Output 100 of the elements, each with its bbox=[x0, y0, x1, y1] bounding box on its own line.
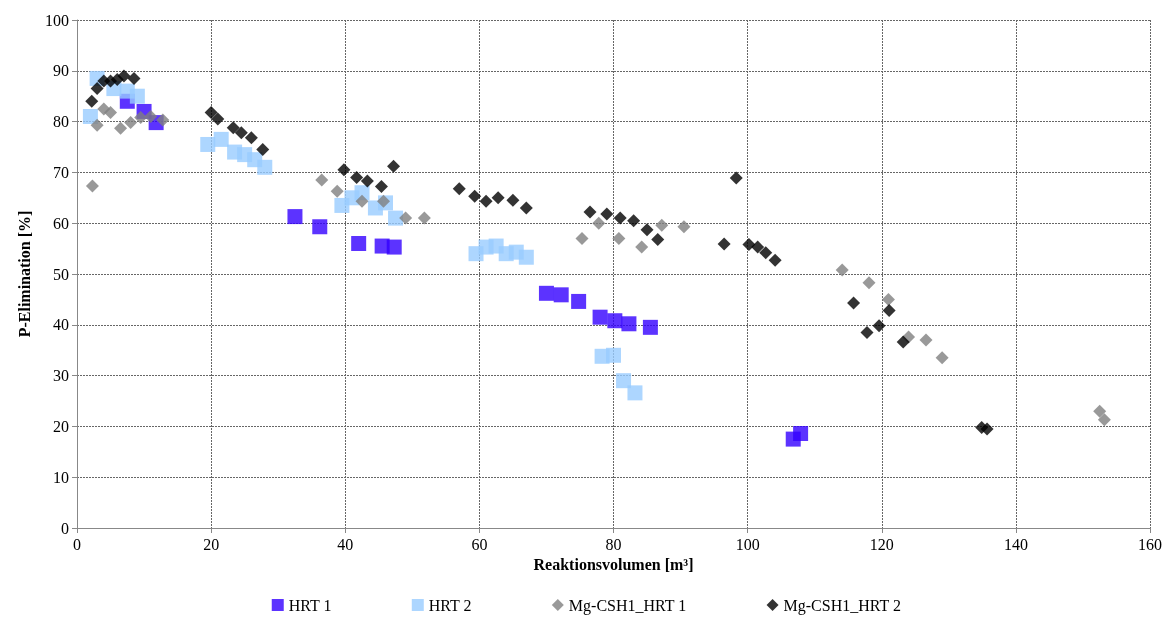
point bbox=[491, 191, 505, 205]
point bbox=[204, 105, 218, 119]
point bbox=[315, 173, 329, 187]
point bbox=[355, 194, 369, 208]
point bbox=[211, 112, 225, 126]
y-tick-label: 80 bbox=[53, 113, 69, 131]
x-tick-label: 160 bbox=[1138, 535, 1162, 553]
point bbox=[872, 319, 886, 333]
y-tick-label: 20 bbox=[53, 417, 69, 435]
point bbox=[742, 238, 756, 252]
x-tick-label: 0 bbox=[73, 535, 81, 553]
point bbox=[759, 246, 773, 260]
point bbox=[677, 220, 691, 234]
y-tick-label: 10 bbox=[53, 468, 69, 486]
x-axis-title: Reaktionsvolumen [m³] bbox=[533, 556, 694, 574]
x-tick-label: 80 bbox=[605, 535, 622, 553]
point bbox=[793, 426, 809, 442]
point bbox=[613, 211, 627, 225]
point bbox=[627, 385, 643, 401]
point bbox=[226, 121, 240, 135]
point bbox=[606, 347, 621, 363]
point bbox=[244, 131, 258, 145]
point bbox=[627, 214, 641, 228]
point bbox=[351, 236, 367, 252]
point bbox=[90, 118, 104, 132]
point bbox=[860, 325, 874, 339]
point bbox=[287, 209, 303, 225]
y-tick-label: 70 bbox=[53, 163, 69, 181]
point bbox=[374, 180, 388, 194]
point bbox=[350, 170, 364, 184]
point bbox=[607, 313, 623, 329]
point bbox=[616, 373, 632, 389]
point bbox=[337, 163, 351, 177]
legend-label: Mg-CSH1_HRT 2 bbox=[783, 596, 901, 615]
point bbox=[124, 116, 138, 130]
y-axis-title: P-Elimination [%] bbox=[15, 210, 33, 338]
point bbox=[200, 136, 216, 152]
point bbox=[85, 94, 99, 108]
point bbox=[583, 205, 597, 219]
point bbox=[621, 316, 637, 332]
point bbox=[360, 174, 374, 188]
point bbox=[717, 237, 731, 251]
point bbox=[386, 239, 402, 255]
point bbox=[882, 304, 896, 318]
point bbox=[330, 184, 344, 198]
point bbox=[651, 232, 665, 246]
point bbox=[592, 216, 606, 230]
point bbox=[518, 249, 534, 265]
point bbox=[571, 293, 587, 309]
point bbox=[538, 285, 554, 301]
point bbox=[612, 231, 626, 245]
point bbox=[156, 113, 170, 127]
point bbox=[144, 110, 158, 124]
point bbox=[575, 231, 589, 245]
point bbox=[387, 159, 401, 173]
point bbox=[862, 276, 876, 290]
x-tick-label: 100 bbox=[735, 535, 760, 553]
point bbox=[729, 171, 743, 185]
y-tick-label: 30 bbox=[53, 367, 69, 385]
point bbox=[129, 88, 145, 104]
y-tick-label: 0 bbox=[61, 519, 69, 537]
point bbox=[600, 207, 614, 221]
point bbox=[114, 121, 128, 135]
point bbox=[655, 218, 669, 232]
point bbox=[553, 287, 569, 303]
legend-label: Mg-CSH1_HRT 1 bbox=[568, 596, 687, 615]
point bbox=[134, 111, 148, 125]
y-tick-label: 60 bbox=[53, 214, 69, 232]
point bbox=[768, 253, 782, 267]
point bbox=[506, 193, 520, 207]
point bbox=[417, 211, 431, 225]
x-tick-label: 140 bbox=[1003, 535, 1028, 553]
point bbox=[751, 240, 765, 254]
point bbox=[452, 182, 466, 196]
point bbox=[82, 109, 98, 125]
point bbox=[519, 201, 533, 215]
point bbox=[980, 422, 994, 436]
point bbox=[468, 189, 482, 203]
x-tick-label: 120 bbox=[869, 535, 894, 553]
point bbox=[1093, 404, 1107, 418]
point bbox=[592, 309, 608, 325]
point bbox=[896, 335, 910, 349]
point bbox=[635, 240, 649, 254]
point bbox=[835, 263, 849, 277]
point bbox=[117, 69, 131, 83]
point bbox=[479, 194, 493, 208]
point bbox=[312, 219, 328, 235]
y-tick-label: 90 bbox=[53, 62, 69, 80]
x-tick-label: 20 bbox=[203, 535, 220, 553]
point bbox=[1097, 413, 1111, 427]
point bbox=[256, 143, 270, 157]
point bbox=[90, 82, 104, 96]
point bbox=[640, 223, 654, 237]
point bbox=[881, 292, 895, 306]
point bbox=[847, 296, 861, 310]
point bbox=[104, 105, 118, 119]
point bbox=[388, 210, 404, 226]
y-tick-label: 50 bbox=[53, 265, 69, 283]
point bbox=[127, 71, 141, 85]
x-tick-label: 40 bbox=[337, 535, 354, 553]
